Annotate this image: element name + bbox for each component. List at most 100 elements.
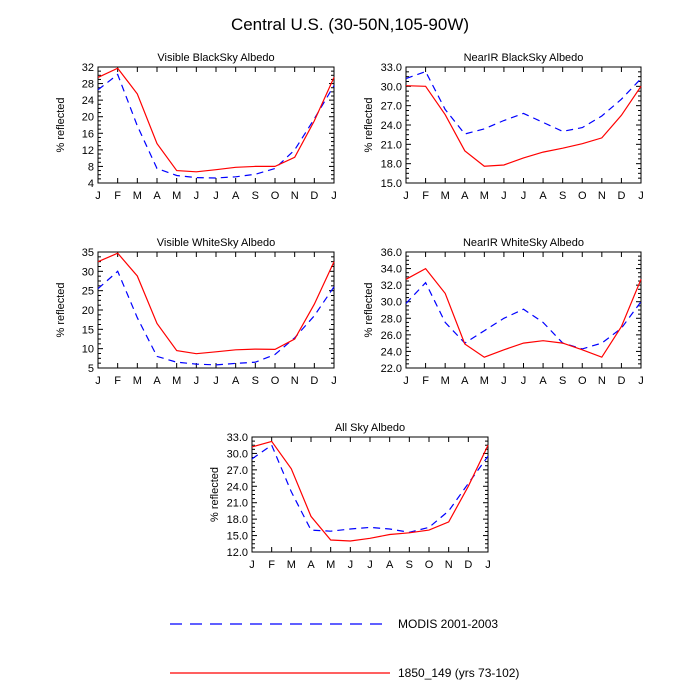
x-tick-label: D bbox=[464, 559, 472, 571]
y-tick-label: 21.0 bbox=[227, 498, 248, 510]
x-tick-label: N bbox=[598, 375, 606, 387]
y-tick-label: 22.0 bbox=[381, 363, 402, 375]
y-tick-label: 15.0 bbox=[227, 531, 248, 543]
x-tick-label: F bbox=[422, 375, 429, 387]
x-tick-label: S bbox=[406, 559, 413, 571]
x-tick-label: N bbox=[445, 559, 453, 571]
x-tick-label: M bbox=[480, 190, 489, 202]
x-tick-label: J bbox=[501, 375, 507, 387]
x-tick-label: M bbox=[441, 375, 450, 387]
series-line-modis bbox=[97, 270, 335, 366]
plot-frame bbox=[405, 66, 642, 184]
plot-frame bbox=[251, 436, 489, 553]
x-tick-label: J bbox=[348, 559, 354, 571]
x-tick-label: M bbox=[133, 190, 142, 202]
series-line-model bbox=[97, 252, 335, 355]
plot-frame bbox=[97, 251, 335, 369]
x-tick-label: J bbox=[403, 190, 409, 202]
x-tick-label: O bbox=[578, 375, 587, 387]
y-tick-label: 25 bbox=[82, 286, 94, 298]
y-tick-label: 26.0 bbox=[381, 330, 402, 342]
y-tick-label: 24.0 bbox=[381, 120, 402, 132]
x-tick-label: M bbox=[133, 375, 142, 387]
x-tick-label: D bbox=[617, 375, 625, 387]
y-tick-label: 36.0 bbox=[381, 247, 402, 259]
series-line-modis bbox=[405, 70, 642, 135]
x-tick-label: F bbox=[114, 190, 121, 202]
y-tick-label: 24.0 bbox=[227, 481, 248, 493]
y-tick-label: 33.0 bbox=[227, 432, 248, 444]
x-tick-label: N bbox=[598, 190, 606, 202]
x-tick-label: A bbox=[461, 190, 469, 202]
y-tick-label: 18.0 bbox=[227, 514, 248, 526]
x-tick-label: J bbox=[213, 375, 219, 387]
y-tick-label: 24.0 bbox=[381, 346, 402, 358]
panel-title: All Sky Albedo bbox=[335, 422, 405, 434]
x-tick-label: J bbox=[331, 375, 337, 387]
y-tick-label: 30.0 bbox=[381, 297, 402, 309]
y-axis-label: % reflected bbox=[363, 282, 375, 337]
x-tick-label: J bbox=[521, 375, 527, 387]
plot-frame bbox=[97, 66, 335, 184]
x-tick-label: J bbox=[194, 375, 200, 387]
x-tick-label: O bbox=[425, 559, 434, 571]
x-tick-label: O bbox=[271, 375, 280, 387]
series-line-model bbox=[405, 85, 642, 167]
y-tick-label: 15.0 bbox=[381, 178, 402, 190]
y-tick-label: 35 bbox=[82, 247, 94, 259]
y-tick-label: 21.0 bbox=[381, 139, 402, 151]
x-tick-label: J bbox=[95, 190, 101, 202]
y-tick-label: 24 bbox=[82, 95, 94, 107]
x-tick-label: J bbox=[501, 190, 507, 202]
y-tick-label: 10 bbox=[82, 344, 94, 356]
x-tick-label: J bbox=[249, 559, 255, 571]
panel-title: NearIR WhiteSky Albedo bbox=[463, 237, 584, 249]
x-tick-label: S bbox=[252, 190, 259, 202]
y-tick-label: 28 bbox=[82, 79, 94, 91]
x-tick-label: F bbox=[422, 190, 429, 202]
x-tick-label: N bbox=[291, 190, 299, 202]
y-tick-label: 12 bbox=[82, 145, 94, 157]
x-tick-label: J bbox=[331, 190, 337, 202]
y-tick-label: 32.0 bbox=[381, 280, 402, 292]
x-tick-label: A bbox=[386, 559, 394, 571]
x-tick-label: A bbox=[461, 375, 469, 387]
y-tick-label: 32 bbox=[82, 62, 94, 74]
x-tick-label: M bbox=[326, 559, 335, 571]
y-tick-label: 33.0 bbox=[381, 62, 402, 74]
legend-label: 1850_149 (yrs 73-102) bbox=[398, 666, 519, 680]
y-axis-label: % reflected bbox=[55, 97, 67, 152]
legend: MODIS 2001-2003 1850_149 (yrs 73-102) bbox=[170, 617, 519, 680]
x-tick-label: M bbox=[441, 190, 450, 202]
x-tick-label: J bbox=[95, 375, 101, 387]
y-tick-label: 30 bbox=[82, 266, 94, 278]
y-tick-label: 20 bbox=[82, 305, 94, 317]
x-tick-label: A bbox=[539, 375, 547, 387]
panel-title: Visible WhiteSky Albedo bbox=[157, 237, 275, 249]
x-tick-label: M bbox=[480, 375, 489, 387]
y-tick-label: 20 bbox=[82, 112, 94, 124]
y-axis-label: % reflected bbox=[55, 282, 67, 337]
y-axis-label: % reflected bbox=[363, 97, 375, 152]
x-tick-label: D bbox=[617, 190, 625, 202]
series-line-model bbox=[251, 440, 489, 542]
x-tick-label: J bbox=[213, 190, 219, 202]
y-tick-label: 4 bbox=[88, 178, 94, 190]
panel-title: Visible BlackSky Albedo bbox=[157, 52, 274, 64]
y-tick-label: 18.0 bbox=[381, 159, 402, 171]
y-tick-label: 15 bbox=[82, 324, 94, 336]
x-tick-label: F bbox=[114, 375, 121, 387]
series-line-modis bbox=[405, 281, 642, 350]
x-tick-label: A bbox=[153, 375, 161, 387]
y-tick-label: 5 bbox=[88, 363, 94, 375]
x-tick-label: O bbox=[578, 190, 587, 202]
x-tick-label: J bbox=[521, 190, 527, 202]
x-tick-label: F bbox=[268, 559, 275, 571]
x-tick-label: M bbox=[287, 559, 296, 571]
x-tick-label: J bbox=[485, 559, 491, 571]
